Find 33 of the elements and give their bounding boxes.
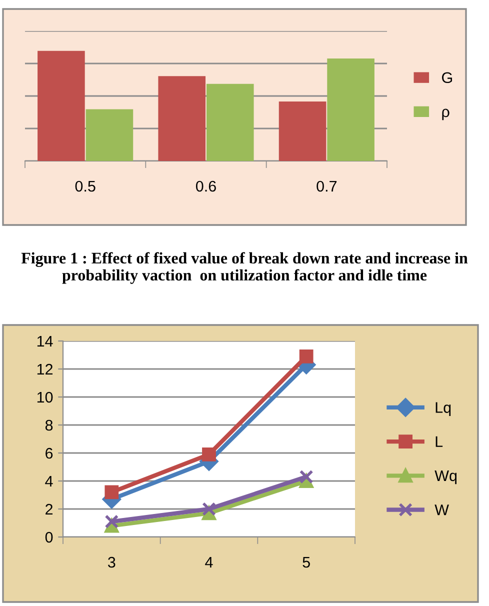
legend-label: Wq: [434, 470, 457, 484]
bar: [38, 50, 85, 161]
bar: [158, 76, 206, 161]
x-tick-label: 0.6: [196, 180, 216, 192]
legend-label: L: [436, 436, 443, 447]
x-tick-label: 4: [205, 557, 213, 568]
point: [104, 514, 119, 529]
point: [299, 349, 314, 364]
x-tick-label: 0.7: [316, 180, 337, 192]
y-tick-label: 0: [45, 532, 53, 543]
legend-label: G: [442, 72, 452, 84]
y-tick-label: 12: [37, 364, 53, 375]
x-tick-label: 3: [108, 556, 116, 568]
legend-label: Lq: [436, 402, 451, 416]
point: [202, 502, 216, 516]
y-tick-label: 4: [45, 476, 53, 487]
point: [104, 485, 119, 500]
y-tick-label: 2: [46, 504, 53, 515]
point: [299, 470, 314, 484]
bar: [327, 58, 374, 161]
y-tick-label: 14: [37, 336, 53, 347]
y-tick-label: 10: [37, 392, 53, 403]
bar: [278, 102, 326, 161]
y-tick-label: 8: [45, 420, 53, 431]
x-tick-label: 0.5: [75, 180, 96, 192]
bar: [86, 109, 134, 161]
bar: [206, 84, 254, 161]
y-tick-label: 6: [46, 448, 53, 459]
caption: Figure 1 : Effect of fixed value of break down rate and increase in probability vaction on utilization factor and idle time: [21, 252, 468, 284]
x-tick-label: 5: [302, 557, 310, 568]
legend-label: ρ: [442, 108, 450, 120]
point: [202, 447, 216, 462]
legend-label: W: [434, 504, 449, 516]
